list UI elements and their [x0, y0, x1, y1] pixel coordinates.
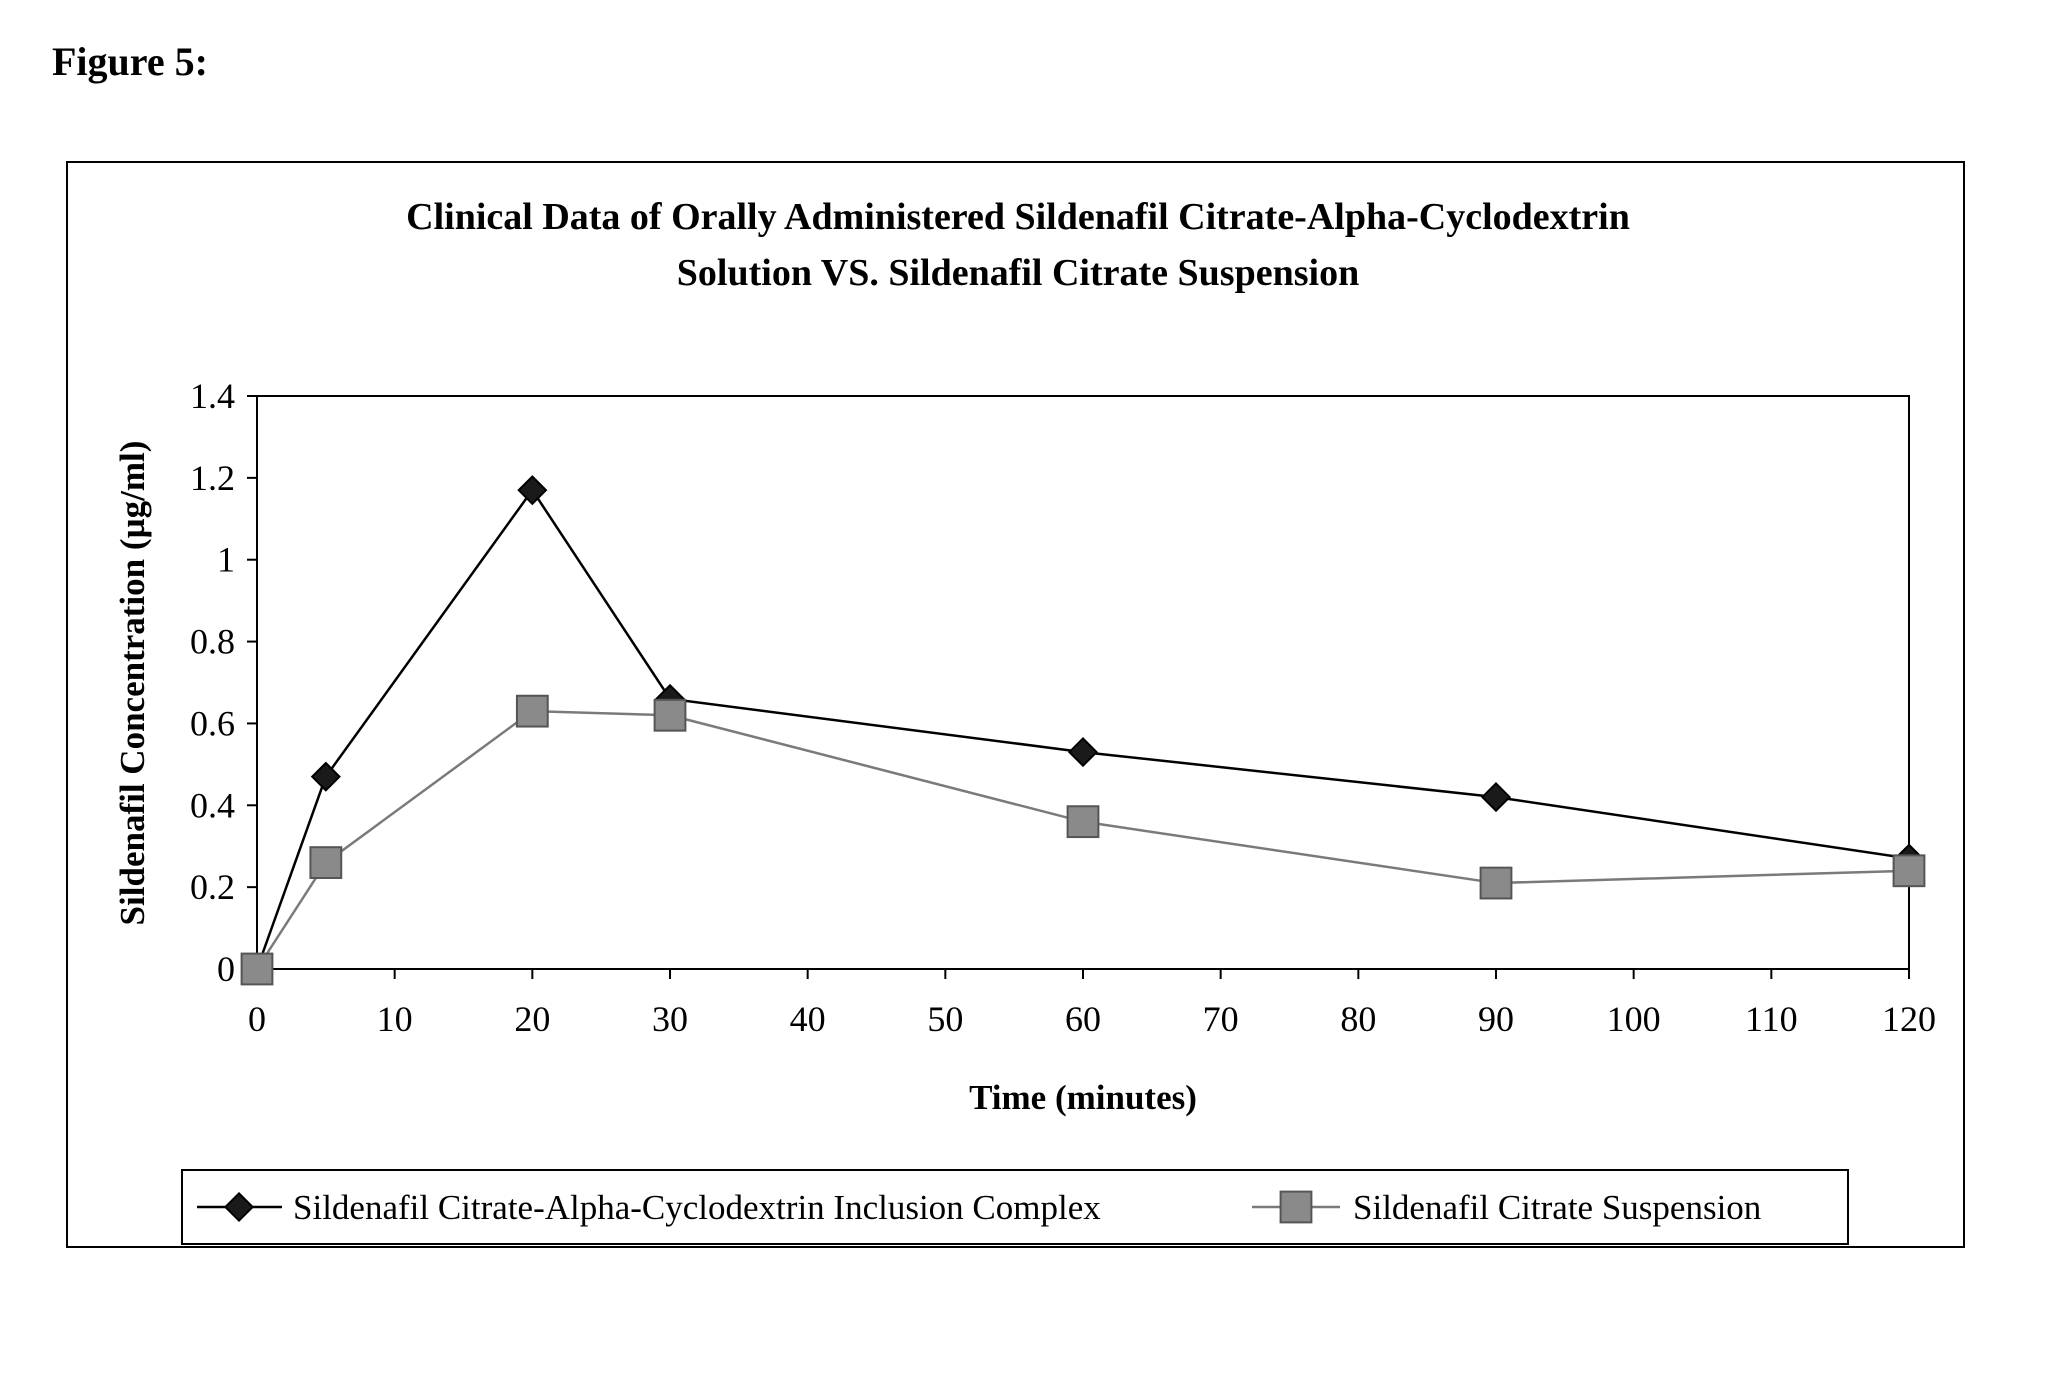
data-point [517, 696, 548, 727]
data-point [310, 847, 341, 878]
data-point [1481, 868, 1512, 899]
x-tick-label: 90 [1478, 999, 1514, 1039]
x-tick-label: 30 [652, 999, 688, 1039]
y-tick-label: 1 [217, 540, 235, 580]
x-axis: 0 10 20 30 40 50 60 70 80 90 100 110 120 [248, 969, 1936, 1039]
x-tick-label: 100 [1607, 999, 1661, 1039]
legend: Sildenafil Citrate-Alpha-Cyclodextrin In… [182, 1170, 1848, 1244]
data-point [1068, 806, 1099, 837]
legend-label: Sildenafil Citrate-Alpha-Cyclodextrin In… [293, 1188, 1101, 1227]
data-point [312, 763, 339, 790]
series-1 [243, 476, 1922, 982]
data-point [1482, 783, 1509, 810]
x-tick-label: 60 [1065, 999, 1101, 1039]
data-point [655, 700, 686, 731]
y-tick-label: 1.4 [190, 376, 235, 416]
chart-title: Clinical Data of Orally Administered Sil… [406, 196, 1630, 294]
chart-title-line: Clinical Data of Orally Administered Sil… [406, 196, 1630, 238]
y-axis-title: Sildenafil Concentration (µg/ml) [113, 441, 152, 926]
x-tick-label: 120 [1882, 999, 1936, 1039]
legend-marker [1281, 1192, 1312, 1223]
x-axis-title: Time (minutes) [969, 1078, 1197, 1117]
y-tick-label: 0.8 [190, 622, 235, 662]
y-tick-label: 0 [217, 949, 235, 989]
data-point [242, 954, 273, 985]
data-point [1069, 738, 1096, 765]
series-line [257, 490, 1909, 969]
x-tick-label: 70 [1203, 999, 1239, 1039]
y-axis: 0 0.2 0.4 0.6 0.8 1 1.2 1.4 [190, 376, 257, 989]
series-group [242, 476, 1925, 984]
x-tick-label: 40 [790, 999, 826, 1039]
data-point [519, 476, 546, 503]
y-tick-label: 0.4 [190, 785, 235, 825]
legend-label: Sildenafil Citrate Suspension [1353, 1188, 1761, 1227]
plot-area [257, 396, 1909, 969]
y-tick-label: 1.2 [190, 458, 235, 498]
x-tick-label: 20 [514, 999, 550, 1039]
chart-title-line: Solution VS. Sildenafil Citrate Suspensi… [677, 252, 1359, 294]
y-tick-label: 0.6 [190, 703, 235, 743]
data-point [1894, 855, 1925, 886]
x-tick-label: 10 [377, 999, 413, 1039]
x-tick-label: 50 [927, 999, 963, 1039]
x-tick-label: 0 [248, 999, 266, 1039]
y-tick-label: 0.2 [190, 867, 235, 907]
x-tick-label: 110 [1745, 999, 1798, 1039]
x-tick-label: 80 [1340, 999, 1376, 1039]
